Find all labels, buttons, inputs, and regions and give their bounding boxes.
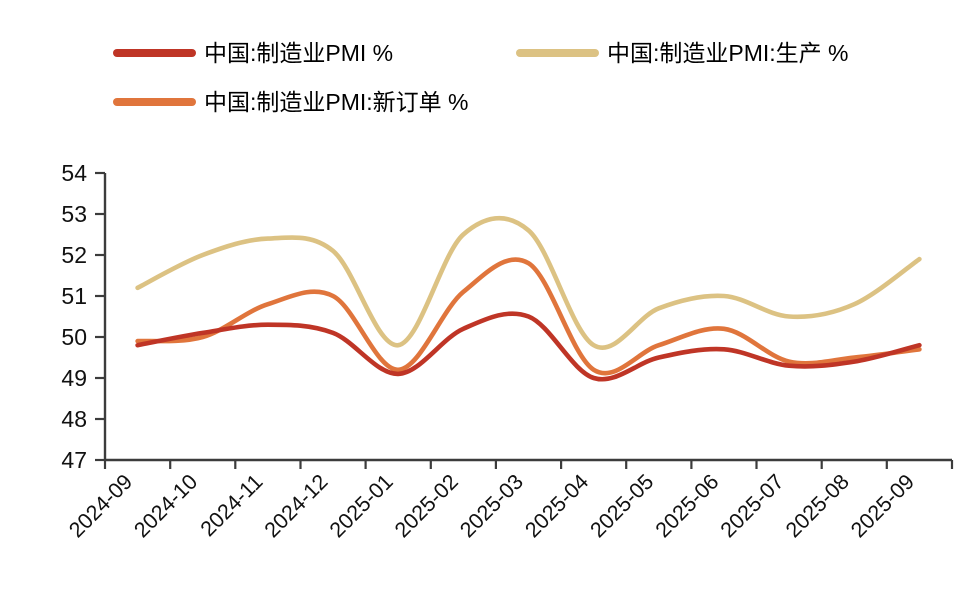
x-tick-label: 2025-09 (846, 470, 919, 543)
x-tick-label: 2024-12 (260, 470, 333, 543)
y-tick-label: 52 (61, 242, 87, 268)
series-line-2 (135, 257, 922, 376)
x-tick-label: 2024-10 (129, 470, 202, 543)
legend-swatch-production (516, 49, 599, 57)
y-tick-label: 49 (61, 365, 87, 391)
legend-label-new-orders: 中国:制造业PMI:新订单 % (204, 89, 469, 115)
legend-item-pmi: 中国:制造业PMI % (113, 40, 393, 66)
series-line-1 (135, 215, 922, 350)
legend-swatch-pmi (113, 49, 196, 57)
y-tick-label: 53 (61, 201, 87, 227)
x-tick-label: 2025-05 (586, 470, 659, 543)
series-lines (135, 215, 922, 382)
x-tick-label: 2024-11 (196, 470, 268, 542)
legend-item-production: 中国:制造业PMI:生产 % (516, 40, 849, 66)
y-tick-label: 51 (61, 283, 87, 309)
x-tick-label: 2025-01 (325, 470, 398, 543)
y-axis-ticks: 47 48 49 50 51 52 53 54 (61, 160, 105, 473)
legend-label-production: 中国:制造业PMI:生产 % (607, 40, 849, 66)
x-tick-label: 2025-06 (651, 470, 724, 543)
x-tick-label: 2025-03 (455, 470, 528, 543)
y-tick-label: 54 (61, 160, 87, 186)
legend-swatch-new-orders (113, 98, 196, 106)
x-tick-label: 2025-04 (520, 470, 593, 543)
y-tick-label: 47 (61, 447, 87, 473)
axes (103, 173, 952, 462)
y-tick-label: 50 (61, 324, 87, 350)
x-tick-label: 2025-08 (781, 470, 854, 543)
x-tick-label: 2025-07 (716, 470, 789, 543)
x-tick-label: 2024-09 (64, 470, 137, 543)
legend-label-pmi: 中国:制造业PMI % (204, 40, 394, 66)
series-line-0 (135, 311, 922, 382)
legend-item-new-orders: 中国:制造业PMI:新订单 % (113, 89, 469, 115)
y-tick-label: 48 (61, 406, 87, 432)
x-axis-ticks: 2024-092024-102024-112024-122025-012025-… (64, 460, 954, 543)
x-tick-label: 2025-02 (390, 470, 463, 543)
